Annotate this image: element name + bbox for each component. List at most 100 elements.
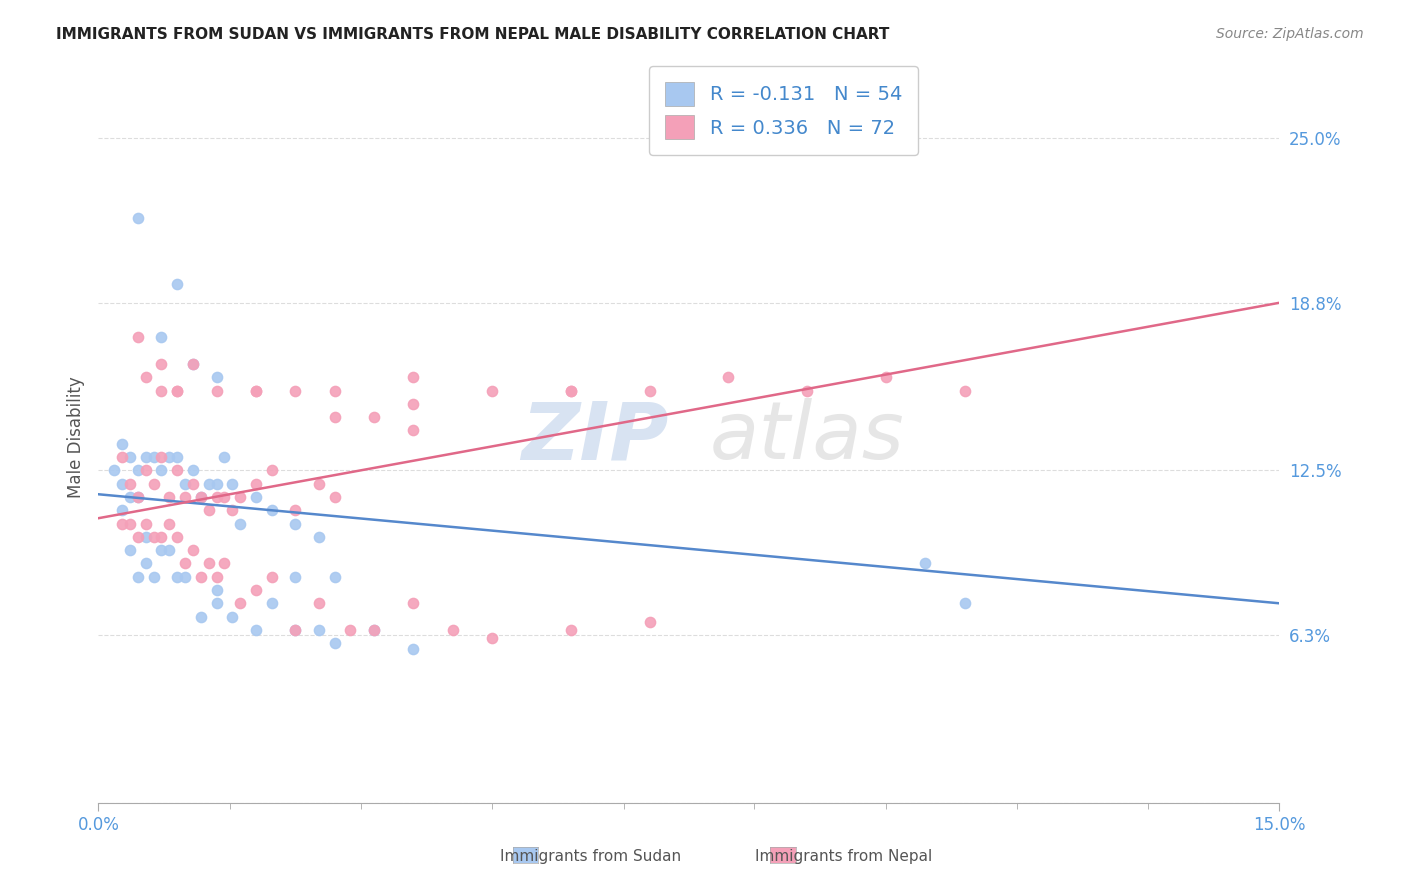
Point [363, 623, 385, 637]
Point [127, 490, 149, 504]
Point [363, 410, 385, 425]
Text: ZIP: ZIP [520, 398, 668, 476]
Point [190, 490, 212, 504]
Point [717, 370, 740, 384]
Point [127, 490, 149, 504]
Point [127, 570, 149, 584]
Point [284, 503, 307, 517]
Point [323, 384, 346, 398]
Point [229, 596, 252, 610]
Point [402, 424, 425, 438]
Point [323, 490, 346, 504]
Point [638, 384, 661, 398]
Point [157, 450, 180, 464]
Point [166, 570, 188, 584]
Point [135, 370, 157, 384]
Point [481, 631, 503, 645]
Point [284, 623, 307, 637]
Point [127, 530, 149, 544]
Point [229, 516, 252, 531]
Point [323, 410, 346, 425]
Point [135, 530, 157, 544]
Text: Source: ZipAtlas.com: Source: ZipAtlas.com [1216, 27, 1364, 41]
Point [796, 384, 818, 398]
Point [323, 570, 346, 584]
Point [245, 623, 267, 637]
Point [308, 476, 330, 491]
Point [150, 450, 173, 464]
Point [402, 596, 425, 610]
Point [181, 357, 204, 371]
Point [181, 476, 204, 491]
Point [560, 623, 582, 637]
Point [260, 570, 283, 584]
Legend: R = -0.131   N = 54, R = 0.336   N = 72: R = -0.131 N = 54, R = 0.336 N = 72 [650, 66, 918, 154]
Point [481, 384, 503, 398]
Point [229, 490, 252, 504]
Point [127, 211, 149, 225]
Point [135, 516, 157, 531]
Point [181, 543, 204, 558]
Point [166, 450, 188, 464]
Point [166, 384, 188, 398]
Point [560, 384, 582, 398]
Point [118, 543, 141, 558]
Point [284, 384, 307, 398]
Point [111, 436, 134, 450]
Point [284, 570, 307, 584]
Point [402, 397, 425, 411]
Point [150, 384, 173, 398]
Point [363, 623, 385, 637]
Point [135, 463, 157, 477]
Point [118, 450, 141, 464]
Point [142, 450, 165, 464]
Point [914, 557, 936, 571]
Point [142, 570, 165, 584]
Point [150, 357, 173, 371]
Point [174, 490, 197, 504]
Point [214, 557, 236, 571]
Point [205, 570, 228, 584]
Point [157, 516, 180, 531]
Point [323, 636, 346, 650]
Point [205, 370, 228, 384]
Point [260, 596, 283, 610]
Text: Immigrants from Nepal: Immigrants from Nepal [755, 849, 932, 863]
Text: IMMIGRANTS FROM SUDAN VS IMMIGRANTS FROM NEPAL MALE DISABILITY CORRELATION CHART: IMMIGRANTS FROM SUDAN VS IMMIGRANTS FROM… [56, 27, 890, 42]
Point [150, 530, 173, 544]
Point [260, 463, 283, 477]
Point [150, 330, 173, 344]
Point [181, 463, 204, 477]
Point [111, 516, 134, 531]
Point [205, 476, 228, 491]
Point [157, 490, 180, 504]
Point [245, 582, 267, 597]
Point [190, 609, 212, 624]
Point [135, 450, 157, 464]
Point [308, 596, 330, 610]
Point [245, 384, 267, 398]
Point [174, 557, 197, 571]
Point [284, 623, 307, 637]
Point [197, 557, 219, 571]
Point [245, 476, 267, 491]
Point [339, 623, 361, 637]
Point [214, 450, 236, 464]
Point [142, 530, 165, 544]
Point [166, 463, 188, 477]
Point [260, 503, 283, 517]
Point [166, 384, 188, 398]
Point [221, 503, 243, 517]
Point [135, 557, 157, 571]
Point [284, 516, 307, 531]
Point [190, 570, 212, 584]
Point [402, 641, 425, 656]
Point [953, 384, 976, 398]
Point [308, 623, 330, 637]
Point [118, 516, 141, 531]
Point [245, 384, 267, 398]
Point [560, 384, 582, 398]
Point [875, 370, 897, 384]
Point [111, 503, 134, 517]
Point [174, 476, 197, 491]
